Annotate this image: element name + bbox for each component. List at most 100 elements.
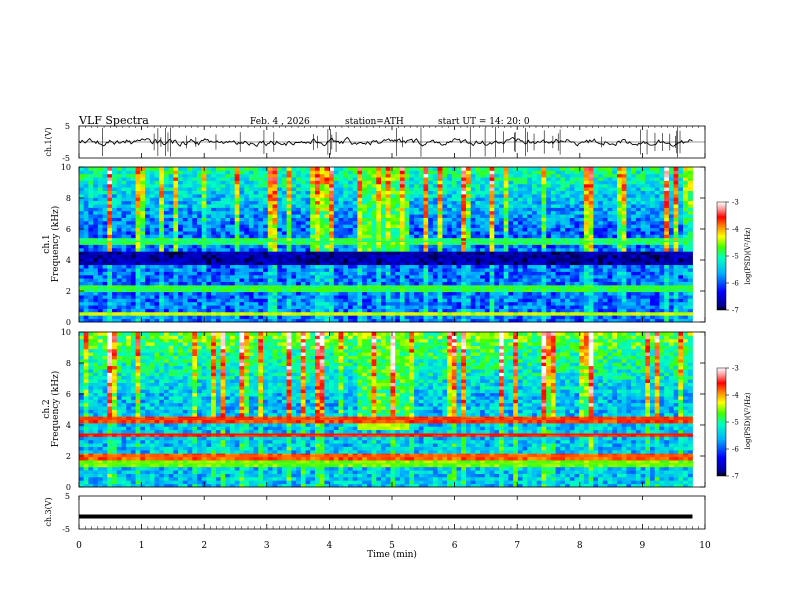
spectrogram-cell [206,298,212,303]
spectrogram-cell [83,204,89,208]
spectrogram-cell [187,298,193,303]
spectrogram-cell [499,264,505,269]
spectrogram-cell [333,241,339,245]
spectrogram-cell [499,237,505,242]
spectrogram-cell [197,271,203,276]
spectrogram-cell [225,180,231,185]
spectrogram-cell [159,298,165,303]
spectrogram-cell [362,214,368,218]
spectrogram-cell [550,234,557,239]
spectrogram-cell [451,237,457,242]
spectrogram-cell [357,234,363,239]
spectrogram-cell [390,183,396,188]
spectrogram-cell [499,295,505,299]
spectrogram-cell [206,227,212,232]
spectrogram-cell [286,278,292,282]
spectrogram-cell [418,177,424,181]
spectrogram-cell [88,264,94,269]
spectrogram-cell [366,247,373,252]
spectrogram-cell [244,254,250,259]
spectrogram-cell [489,278,495,282]
spectrogram-cell [343,308,349,313]
spectrogram-cell [145,183,151,188]
spectrogram-cell [541,200,547,205]
spectrogram-cell [248,318,255,323]
spectrogram-cell [102,217,108,222]
spectrogram-cell [390,167,396,171]
spectrogram-cell [107,305,113,309]
spectrogram-cell [154,234,160,239]
spectrogram-cell [583,288,590,293]
spectrogram-cell [414,197,420,202]
spectrogram-cell [319,274,325,279]
spectrogram-cell [286,274,292,279]
spectrogram-cell [305,177,311,181]
spectrogram-cell [527,318,533,323]
spectrogram-cell [315,291,321,296]
spectrogram-cell [201,301,207,306]
spectrogram-cell [494,204,500,208]
spectrogram-cell [423,308,429,313]
spectrogram-cell [395,315,401,320]
spectrogram-cell [168,231,174,235]
spectrogram-cell [333,247,339,252]
spectrogram-cell [574,264,580,269]
spectrogram-cell [399,247,406,252]
spectrogram-cell [135,318,141,323]
spectrogram-cell [187,244,193,249]
spectrogram-cell [116,247,122,252]
spectrogram-cell [348,308,354,313]
spectrogram-cell [541,170,547,175]
spectrogram-cell [451,200,457,205]
spectrogram-cell [258,281,264,286]
spectrogram-cell [362,187,368,191]
spectrogram-cell [225,301,231,306]
spectrogram-cell [466,180,472,185]
spectrogram-cell [267,224,273,229]
spectrogram-cell [447,291,453,296]
spectrogram-cell [201,220,207,225]
spectrogram-cell [418,247,424,252]
spectrogram-cell [513,315,519,320]
spectrogram-cell [178,247,184,252]
spectrogram-cell [230,241,236,245]
spectrogram-cell [517,227,524,232]
spectrogram-cell [121,244,127,249]
spectrogram-cell [329,264,335,269]
spectrogram-cell [272,284,278,289]
spectrogram-cell [546,264,552,269]
spectrogram-cell [267,173,273,178]
spectrogram-cell [499,268,505,272]
spectrogram-cell [319,214,325,218]
spectrogram-cell [324,308,330,313]
spectrogram-cell [480,274,486,279]
spectrogram-cell [201,177,207,181]
spectrogram-cell [206,288,212,293]
spectrogram-cell [461,308,467,313]
spectrogram-cell [234,264,240,269]
spectrogram-cell [234,315,240,320]
spectrogram-cell [263,234,269,239]
spectrogram-cell [484,200,490,205]
spectrogram-cell [371,197,377,202]
spectrogram-cell [484,288,490,293]
spectrogram-cell [135,301,141,306]
spectrogram-cell [395,177,401,181]
spectrogram-cell [456,241,462,245]
spectrogram-cell [409,261,415,266]
spectrogram-cell [258,190,264,195]
spectrogram-cell [550,308,557,313]
spectrogram-cell [569,237,575,242]
spectrogram-cell [352,194,358,198]
spectrogram-cell [503,231,509,235]
spectrogram-cell [244,177,250,181]
spectrogram-cell [517,190,524,195]
spectrogram-cell [484,173,490,178]
spectrogram-cell [154,200,160,205]
spectrogram-cell [352,197,358,202]
spectrogram-cell [366,220,373,225]
spectrogram-cell [83,295,89,299]
spectrogram-cell [178,268,184,272]
spectrogram-cell [404,295,410,299]
spectrogram-cell [418,281,424,286]
